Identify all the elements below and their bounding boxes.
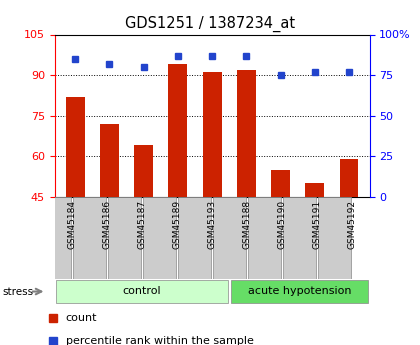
Text: GSM45189: GSM45189	[173, 200, 181, 249]
Text: acute hypotension: acute hypotension	[248, 286, 352, 296]
Bar	[271, 170, 290, 197]
Text: GDS1251 / 1387234_at: GDS1251 / 1387234_at	[125, 16, 295, 32]
Bar	[56, 280, 228, 303]
Bar	[305, 183, 324, 197]
Text: count: count	[66, 313, 97, 323]
Bar	[340, 159, 359, 197]
Bar	[213, 197, 246, 279]
Text: GSM45188: GSM45188	[243, 200, 252, 249]
Text: GSM45192: GSM45192	[348, 200, 357, 249]
Text: GSM45186: GSM45186	[102, 200, 112, 249]
Bar	[203, 72, 221, 197]
Text: GSM45193: GSM45193	[207, 200, 217, 249]
Bar	[237, 70, 256, 197]
Text: GSM45187: GSM45187	[138, 200, 147, 249]
Text: GSM45184: GSM45184	[68, 200, 76, 249]
Text: stress: stress	[2, 287, 33, 296]
Bar	[108, 197, 141, 279]
Bar	[74, 197, 106, 279]
Bar	[66, 97, 84, 197]
Bar	[143, 197, 176, 279]
Bar	[231, 280, 368, 303]
Bar	[284, 197, 316, 279]
Text: GSM45190: GSM45190	[278, 200, 286, 249]
Text: control: control	[123, 286, 161, 296]
Text: GSM45191: GSM45191	[312, 200, 322, 249]
Bar	[318, 197, 351, 279]
Bar	[100, 124, 119, 197]
Bar	[168, 64, 187, 197]
Bar	[178, 197, 211, 279]
Bar	[38, 197, 71, 279]
Bar	[248, 197, 281, 279]
Text: percentile rank within the sample: percentile rank within the sample	[66, 336, 254, 345]
Bar	[134, 145, 153, 197]
